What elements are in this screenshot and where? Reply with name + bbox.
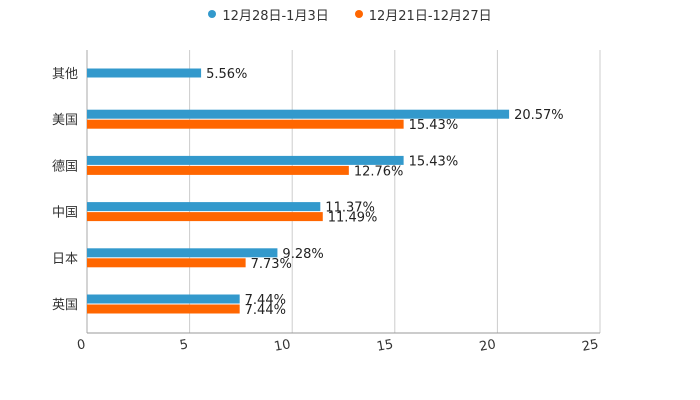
category-label: 德国: [52, 159, 78, 174]
x-tick-label: 25: [581, 337, 600, 355]
legend-item-series-2[interactable]: 12月21日-12月27日: [354, 5, 492, 24]
bar-series-1[interactable]: [87, 294, 240, 304]
bar-series-2[interactable]: [87, 119, 404, 129]
legend-marker-series-2: [354, 10, 363, 18]
bar-series-1[interactable]: [87, 109, 510, 119]
bar-series-2[interactable]: [87, 304, 240, 314]
data-label: 11.49%: [328, 211, 378, 226]
x-tick-label: 15: [376, 337, 395, 355]
x-tick-label: 20: [478, 337, 497, 355]
x-tick-label: 0: [76, 337, 87, 353]
bar-series-1[interactable]: [87, 68, 202, 78]
data-label: 7.44%: [245, 303, 286, 318]
bar-series-1[interactable]: [87, 155, 404, 165]
bar-series-1[interactable]: [87, 202, 321, 212]
category-label: 美国: [52, 113, 78, 128]
bar-series-2[interactable]: [87, 165, 349, 175]
legend-label-series-1: 12月28日-1月3日: [222, 8, 329, 24]
category-label: 日本: [52, 252, 78, 267]
category-label: 中国: [52, 206, 78, 221]
data-label: 7.44%: [245, 293, 286, 308]
data-label: 15.43%: [409, 154, 459, 169]
legend-item-series-1[interactable]: 12月28日-1月3日: [208, 5, 329, 24]
x-tick-label: 5: [179, 337, 190, 353]
legend: 12月28日-1月3日 12月21日-12月27日: [0, 4, 700, 24]
x-tick-label: 10: [273, 337, 292, 355]
data-label: 15.43%: [409, 118, 459, 133]
legend-marker-series-1: [208, 10, 217, 18]
data-label: 9.28%: [282, 247, 323, 262]
legend-label-series-2: 12月21日-12月27日: [368, 8, 492, 24]
data-label: 20.57%: [514, 108, 564, 123]
data-label: 5.56%: [206, 67, 247, 82]
category-label: 其他: [52, 67, 78, 82]
data-label: 7.73%: [251, 257, 292, 272]
category-label: 英国: [52, 298, 78, 313]
data-label: 12.76%: [354, 164, 404, 179]
bar-series-2[interactable]: [87, 212, 323, 222]
bar-series-1[interactable]: [87, 248, 278, 258]
bar-series-2[interactable]: [87, 258, 246, 268]
data-label: 11.37%: [325, 201, 375, 216]
